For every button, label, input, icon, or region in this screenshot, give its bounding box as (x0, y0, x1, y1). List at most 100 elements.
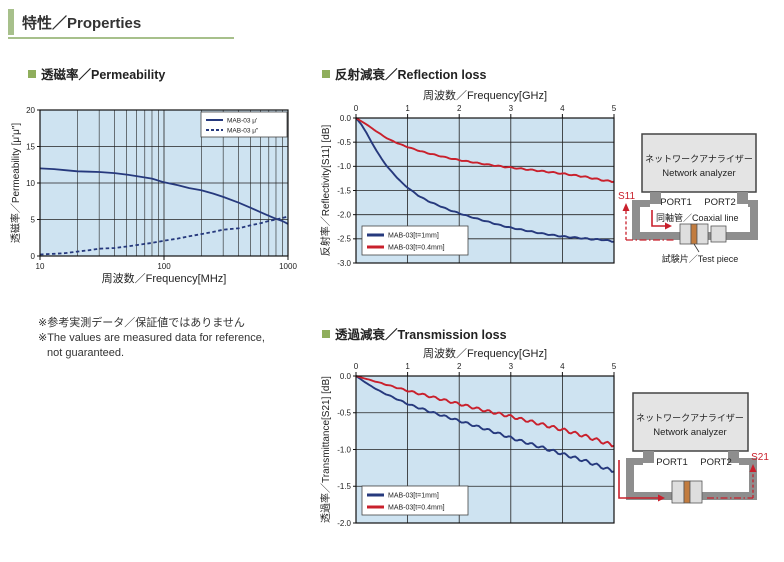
y-tick-label: -0.5 (337, 138, 351, 147)
x-axis-label: 周波数／Frequency[MHz] (102, 272, 227, 285)
x-axis-label: 周波数／Frequency[GHz] (423, 347, 547, 360)
legend-box (200, 111, 288, 138)
y-tick-label: -3.0 (337, 259, 351, 268)
series-line (355, 375, 615, 448)
y-tick-label: 15 (26, 142, 35, 151)
s21-label: S21 (751, 452, 769, 463)
port2-label: PORT2 (700, 457, 732, 468)
s11-measurement-diagram: ネットワークアナライザー Network analyzer PORT1 PORT… (618, 133, 758, 264)
legend-label: MAB-03[t=0.4mm] (388, 505, 445, 512)
arrowhead-up-icon (622, 203, 630, 211)
coax-rim-right (739, 458, 757, 465)
analyzer-label-jp: ネットワークアナライザー (636, 413, 744, 423)
port2-connector (737, 192, 748, 204)
port1-label: PORT1 (660, 197, 692, 208)
legend-label: MAB-03[t=0.4mm] (388, 245, 445, 252)
y-axis-label: 透磁率／Permeability [μ'μ"] (9, 123, 22, 244)
header-accent-bar (8, 9, 14, 35)
s21-measurement-diagram: ネットワークアナライザー Network analyzer PORT1 PORT… (618, 392, 769, 504)
coax-wall-left (632, 200, 640, 240)
y-tick-label: -0.5 (337, 409, 351, 418)
section-title-transmission: 透過減衰／Transmission loss (322, 324, 507, 343)
legend-label: MAB-03 μ" (227, 128, 259, 135)
legend-box (361, 485, 469, 516)
coax-wall-right (749, 458, 757, 500)
coax-block (689, 480, 703, 504)
note-line: ※The values are measured data for refere… (38, 332, 265, 344)
y-tick-label: 0.0 (340, 372, 352, 381)
signal-path-arrow (618, 460, 658, 499)
y-tick-label: 5 (31, 215, 36, 224)
network-analyzer-box (632, 392, 749, 452)
x-tick-label: 5 (612, 104, 617, 113)
x-tick-label: 0 (354, 362, 359, 371)
page-header: 特性／Properties (8, 8, 234, 39)
reference-note: ※参考実測データ／保証値ではありません ※The values are meas… (38, 316, 265, 361)
port2-connector (728, 451, 739, 463)
test-piece (690, 223, 698, 245)
analyzer-label-jp: ネットワークアナライザー (645, 154, 753, 164)
x-tick-label: 10 (36, 262, 45, 271)
arrowhead-right-icon (658, 494, 665, 502)
section-title-label: 反射減衰／Reflection loss (335, 68, 487, 82)
y-tick-label: -1.5 (337, 186, 351, 195)
y-tick-label: 0.0 (340, 114, 352, 123)
arrowhead-up-icon (749, 464, 757, 472)
coaxial-line-label: 同軸管／Coaxial line (656, 212, 739, 223)
coax-block (710, 225, 727, 243)
section-title-label: 透過減衰／Transmission loss (335, 328, 507, 342)
port2-label: PORT2 (704, 197, 736, 208)
x-axis-label: 周波数／Frequency[GHz] (423, 89, 547, 102)
x-tick-label: 0 (354, 104, 359, 113)
series-line (39, 215, 289, 256)
legend-label: MAB-03 μ' (227, 118, 257, 125)
series-line (39, 167, 289, 225)
page-title: 特性／Properties (22, 15, 142, 32)
analyzer-label-en: Network analyzer (653, 427, 726, 438)
signal-path-arrow (651, 210, 665, 227)
coax-wall-left (626, 458, 634, 500)
note-line: ※参考実測データ／保証値ではありません (38, 317, 245, 329)
x-tick-label: 2 (457, 104, 462, 113)
y-tick-label: -2.5 (337, 235, 351, 244)
x-tick-label: 5 (612, 362, 617, 371)
square-bullet-icon (28, 69, 36, 78)
coax-block (671, 480, 685, 504)
x-tick-label: 3 (509, 104, 514, 113)
port1-connector (643, 451, 654, 463)
port1-label: PORT1 (656, 457, 688, 468)
series-line (355, 117, 615, 183)
test-piece (683, 480, 691, 504)
legend-box (361, 225, 469, 256)
port1-connector (650, 192, 661, 204)
square-bullet-icon (322, 69, 330, 78)
y-tick-label: -2.0 (337, 210, 351, 219)
y-tick-label: -2.0 (337, 519, 351, 528)
y-axis-label: 透過率／Transmittance[S21] [dB] (319, 376, 332, 523)
y-tick-label: -1.0 (337, 162, 351, 171)
y-tick-label: -1.5 (337, 482, 351, 491)
y-tick-label: -1.0 (337, 445, 351, 454)
series-line (355, 117, 615, 243)
test-piece-label: 試験片／Test piece (662, 253, 739, 264)
x-tick-label: 4 (560, 104, 565, 113)
y-tick-label: 20 (26, 106, 35, 115)
x-tick-label: 1 (405, 362, 410, 371)
x-tick-label: 4 (560, 362, 565, 371)
x-tick-label: 1 (405, 104, 410, 113)
section-title-reflection: 反射減衰／Reflection loss (322, 64, 486, 83)
header-underline (8, 37, 234, 39)
network-analyzer-box (641, 133, 757, 193)
x-tick-label: 2 (457, 362, 462, 371)
legend-label: MAB-03[t=1mm] (388, 233, 439, 240)
coax-wall-right (750, 200, 758, 240)
section-title-permeability: 透磁率／Permeability (28, 64, 165, 83)
y-axis-label: 反射率／Reflectivity[S11] [dB] (319, 125, 332, 257)
series-line (355, 375, 615, 473)
x-tick-label: 1000 (279, 262, 297, 271)
legend-label: MAB-03[t=1mm] (388, 493, 439, 500)
y-tick-label: 10 (26, 179, 35, 188)
analyzer-label-en: Network analyzer (662, 168, 735, 179)
transmission-loss-chart: 0 1 2 3 4 5 0.0 -0.5 -1.0 -1.5 -2.0 周波数／Frequency[G… (319, 347, 617, 528)
